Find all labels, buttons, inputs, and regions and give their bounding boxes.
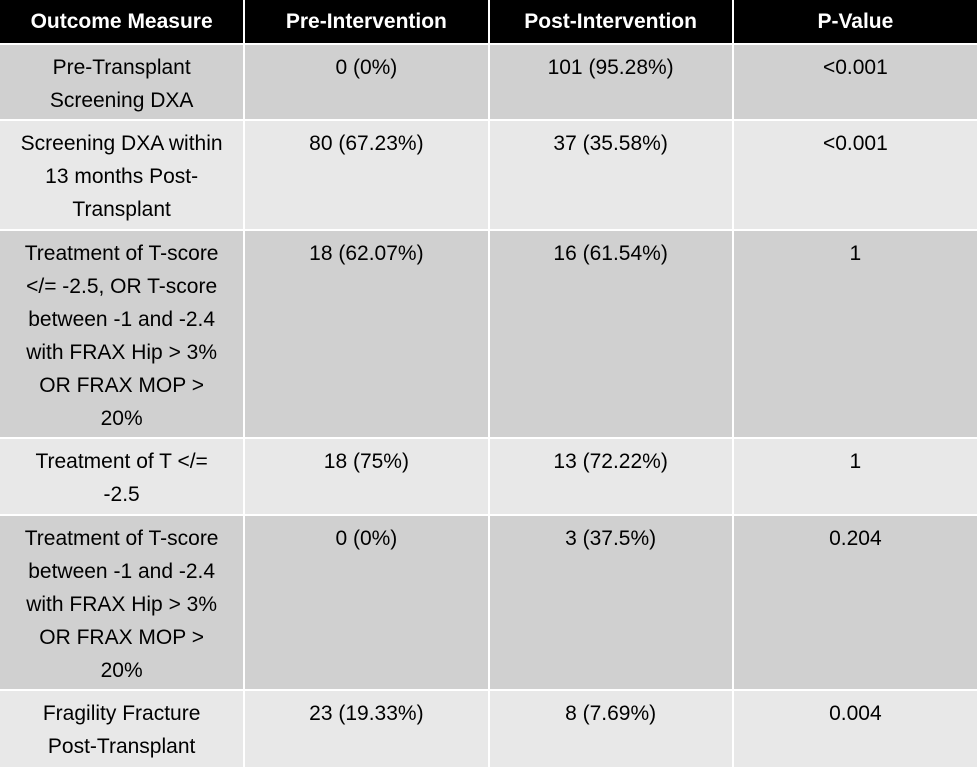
- value-cell: 18 (75%): [244, 438, 490, 516]
- value-cell: 0.204: [732, 515, 977, 691]
- measure-cell: Pre-Transplant Screening DXA: [0, 44, 246, 121]
- table-row: Fragility Fracture Post-Transplant 23 (19…: [0, 690, 977, 769]
- header-cell: Pre-Intervention: [244, 0, 490, 45]
- value-cell: 0 (0%): [244, 44, 490, 121]
- value-cell: 1: [732, 438, 977, 516]
- header-row: Outcome Measure Pre-Intervention Post-Inte…: [0, 0, 977, 45]
- measure-cell: Fragility Fracture Post-Transplant: [0, 690, 246, 769]
- value-cell: <0.001: [732, 120, 977, 231]
- value-cell: 8 (7.69%): [488, 690, 734, 769]
- table-row: Screening DXA within 13 months Post-Tran…: [0, 120, 977, 231]
- table-row: Treatment of T-score </= -2.5, OR T-scor…: [0, 230, 977, 439]
- value-cell: 3 (37.5%): [488, 515, 734, 691]
- table-row: Treatment of T-score between -1 and -2.4…: [0, 515, 977, 691]
- measure-cell: Treatment of T-score between -1 and -2.4…: [0, 515, 246, 691]
- measure-cell: Treatment of T </= -2.5: [0, 438, 246, 516]
- header-cell: P-Value: [732, 0, 977, 45]
- table-row: Pre-Transplant Screening DXA 0 (0%) 101 (9…: [0, 44, 977, 121]
- table-row: Treatment of T </= -2.5 18 (75%) 13 (72.22…: [0, 438, 977, 516]
- value-cell: 1: [732, 230, 977, 439]
- value-cell: 80 (67.23%): [244, 120, 490, 231]
- value-cell: 37 (35.58%): [488, 120, 734, 231]
- value-cell: 101 (95.28%): [488, 44, 734, 121]
- value-cell: 18 (62.07%): [244, 230, 490, 439]
- measure-cell: Screening DXA within 13 months Post-Tran…: [0, 120, 246, 231]
- value-cell: 13 (72.22%): [488, 438, 734, 516]
- value-cell: 16 (61.54%): [488, 230, 734, 439]
- value-cell: 23 (19.33%): [244, 690, 490, 769]
- measure-cell: Treatment of T-score </= -2.5, OR T-scor…: [0, 230, 246, 439]
- table-body: Pre-Transplant Screening DXA 0 (0%) 101 (9…: [0, 44, 977, 769]
- value-cell: 0.004: [732, 690, 977, 769]
- value-cell: <0.001: [732, 44, 977, 121]
- value-cell: 0 (0%): [244, 515, 490, 691]
- header-cell: Outcome Measure: [0, 0, 246, 45]
- header-cell: Post-Intervention: [488, 0, 734, 45]
